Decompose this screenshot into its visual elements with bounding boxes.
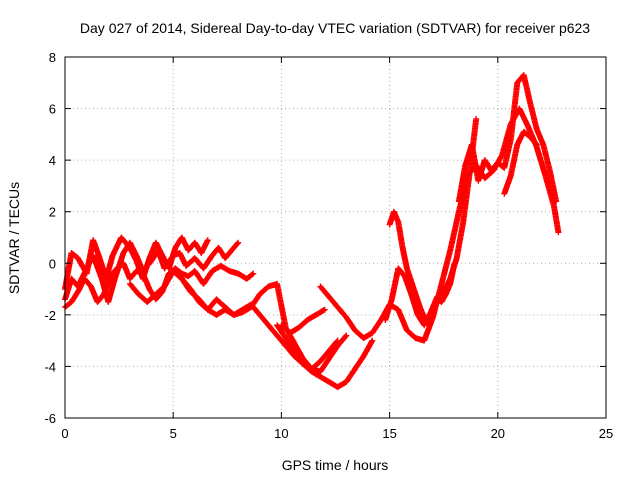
plot-frame bbox=[64, 56, 607, 419]
x-tick-label: 15 bbox=[382, 426, 396, 441]
x-tick-label: 25 bbox=[599, 426, 613, 441]
series-track-12 bbox=[501, 128, 540, 197]
x-axis-ticks: 0 5 10 15 20 25 bbox=[61, 57, 613, 441]
series-markers bbox=[455, 72, 560, 205]
y-axis-ticks: -6 -4 -2 0 2 4 6 8 bbox=[44, 50, 606, 426]
series-markers bbox=[317, 105, 562, 344]
series-markers bbox=[278, 306, 328, 336]
x-axis-label: GPS time / hours bbox=[282, 457, 389, 473]
y-tick-label: 4 bbox=[49, 153, 56, 168]
grid-lines bbox=[65, 57, 606, 418]
series-track-8 bbox=[317, 105, 562, 344]
series-track-3 bbox=[62, 260, 257, 311]
y-tick-label: 8 bbox=[49, 50, 56, 65]
series-track-6 bbox=[274, 322, 376, 391]
y-axis-label: SDTVAR / TECUs bbox=[6, 182, 22, 294]
y-tick-label: -4 bbox=[44, 359, 56, 374]
x-tick-label: 5 bbox=[170, 426, 177, 441]
series-markers bbox=[274, 322, 376, 391]
y-tick-label: -2 bbox=[44, 308, 56, 323]
chart-title: Day 027 of 2014, Sidereal Day-to-day VTE… bbox=[80, 20, 590, 36]
series-track-7 bbox=[278, 306, 328, 336]
series-markers bbox=[501, 128, 540, 197]
y-tick-label: -6 bbox=[44, 411, 56, 426]
series-track-11 bbox=[455, 72, 560, 205]
y-tick-label: 2 bbox=[49, 205, 56, 220]
x-tick-label: 10 bbox=[274, 426, 288, 441]
y-tick-label: 0 bbox=[49, 256, 56, 271]
y-tick-label: 6 bbox=[49, 102, 56, 117]
series-markers bbox=[62, 260, 257, 311]
x-tick-label: 20 bbox=[491, 426, 505, 441]
x-tick-label: 0 bbox=[61, 426, 68, 441]
data-points bbox=[62, 72, 562, 391]
